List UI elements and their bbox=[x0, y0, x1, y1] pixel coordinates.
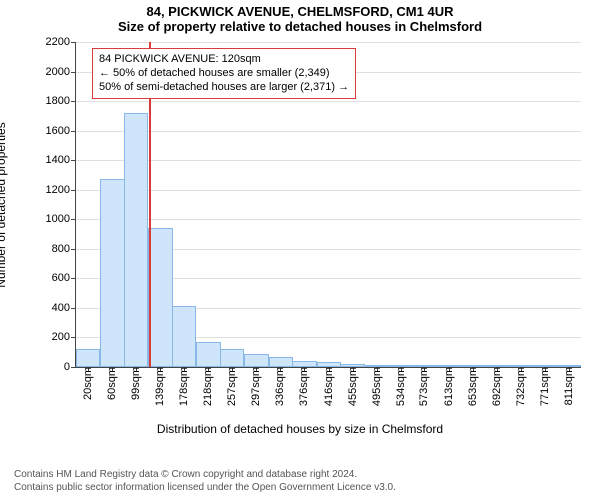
callout-line-2: ← 50% of detached houses are smaller (2,… bbox=[99, 67, 349, 81]
attribution-footer: Contains HM Land Registry data © Crown c… bbox=[14, 469, 586, 494]
histogram-bar bbox=[76, 349, 100, 367]
x-tick-label: 20sqm bbox=[82, 367, 94, 400]
histogram-bar bbox=[365, 365, 389, 367]
y-tick-label: 0 bbox=[64, 361, 76, 373]
histogram-bar bbox=[220, 349, 244, 367]
page-title: 84, PICKWICK AVENUE, CHELMSFORD, CM1 4UR… bbox=[0, 4, 600, 34]
histogram-bar bbox=[436, 365, 460, 367]
x-tick-label: 218sqm bbox=[202, 367, 214, 406]
histogram-bar bbox=[124, 113, 148, 367]
y-tick-label: 2000 bbox=[46, 66, 76, 78]
y-tick-label: 1800 bbox=[46, 95, 76, 107]
y-tick-label: 1200 bbox=[46, 184, 76, 196]
histogram-bar bbox=[413, 365, 437, 367]
x-tick-label: 376sqm bbox=[298, 367, 310, 406]
x-tick-label: 455sqm bbox=[347, 367, 359, 406]
callout-line-1: 84 PICKWICK AVENUE: 120sqm bbox=[99, 53, 349, 67]
x-axis-label: Distribution of detached houses by size … bbox=[0, 422, 600, 436]
y-gridline bbox=[76, 219, 581, 220]
title-line-2: Size of property relative to detached ho… bbox=[0, 19, 600, 34]
x-tick-label: 573sqm bbox=[418, 367, 430, 406]
x-tick-label: 60sqm bbox=[106, 367, 118, 400]
histogram-bar bbox=[148, 228, 172, 367]
footer-line-1: Contains HM Land Registry data © Crown c… bbox=[14, 469, 586, 482]
y-gridline bbox=[76, 131, 581, 132]
histogram-bar bbox=[533, 365, 557, 367]
x-tick-label: 534sqm bbox=[395, 367, 407, 406]
x-tick-label: 771sqm bbox=[539, 367, 551, 406]
y-tick-label: 200 bbox=[52, 331, 76, 343]
histogram-bar bbox=[244, 354, 268, 367]
x-tick-label: 495sqm bbox=[371, 367, 383, 406]
histogram-bar bbox=[269, 357, 293, 367]
title-line-1: 84, PICKWICK AVENUE, CHELMSFORD, CM1 4UR bbox=[0, 4, 600, 19]
y-tick-label: 600 bbox=[52, 272, 76, 284]
x-tick-label: 811sqm bbox=[563, 367, 575, 405]
x-tick-label: 297sqm bbox=[250, 367, 262, 406]
y-gridline bbox=[76, 160, 581, 161]
y-tick-label: 1000 bbox=[46, 213, 76, 225]
x-tick-label: 653sqm bbox=[467, 367, 479, 406]
y-axis-label: Number of detached properties bbox=[0, 122, 8, 287]
y-gridline bbox=[76, 101, 581, 102]
histogram-bar bbox=[292, 361, 316, 367]
callout-line-3: 50% of semi-detached houses are larger (… bbox=[99, 81, 349, 95]
histogram-bar bbox=[100, 179, 124, 367]
x-tick-label: 178sqm bbox=[178, 367, 190, 406]
y-gridline bbox=[76, 190, 581, 191]
footer-line-2: Contains public sector information licen… bbox=[14, 482, 586, 495]
histogram-bar bbox=[557, 365, 581, 367]
x-tick-label: 336sqm bbox=[274, 367, 286, 406]
x-tick-label: 257sqm bbox=[226, 367, 238, 406]
histogram-bar bbox=[484, 365, 508, 367]
y-gridline bbox=[76, 42, 581, 43]
histogram-bar bbox=[509, 365, 533, 367]
x-tick-label: 416sqm bbox=[323, 367, 335, 406]
x-tick-label: 732sqm bbox=[515, 367, 527, 406]
x-tick-label: 692sqm bbox=[491, 367, 503, 406]
y-tick-label: 2200 bbox=[46, 36, 76, 48]
histogram-bar bbox=[461, 365, 485, 367]
y-tick-label: 800 bbox=[52, 243, 76, 255]
x-tick-label: 613sqm bbox=[443, 367, 455, 406]
x-tick-label: 139sqm bbox=[154, 367, 166, 406]
property-callout: 84 PICKWICK AVENUE: 120sqm ← 50% of deta… bbox=[92, 48, 356, 99]
histogram-bar bbox=[172, 306, 196, 367]
histogram-bar bbox=[340, 364, 364, 367]
histogram-bar bbox=[388, 365, 412, 367]
histogram-bar bbox=[317, 362, 341, 367]
y-tick-label: 1400 bbox=[46, 154, 76, 166]
y-tick-label: 400 bbox=[52, 302, 76, 314]
x-tick-label: 99sqm bbox=[130, 367, 142, 400]
y-tick-label: 1600 bbox=[46, 125, 76, 137]
histogram-bar bbox=[196, 342, 220, 367]
